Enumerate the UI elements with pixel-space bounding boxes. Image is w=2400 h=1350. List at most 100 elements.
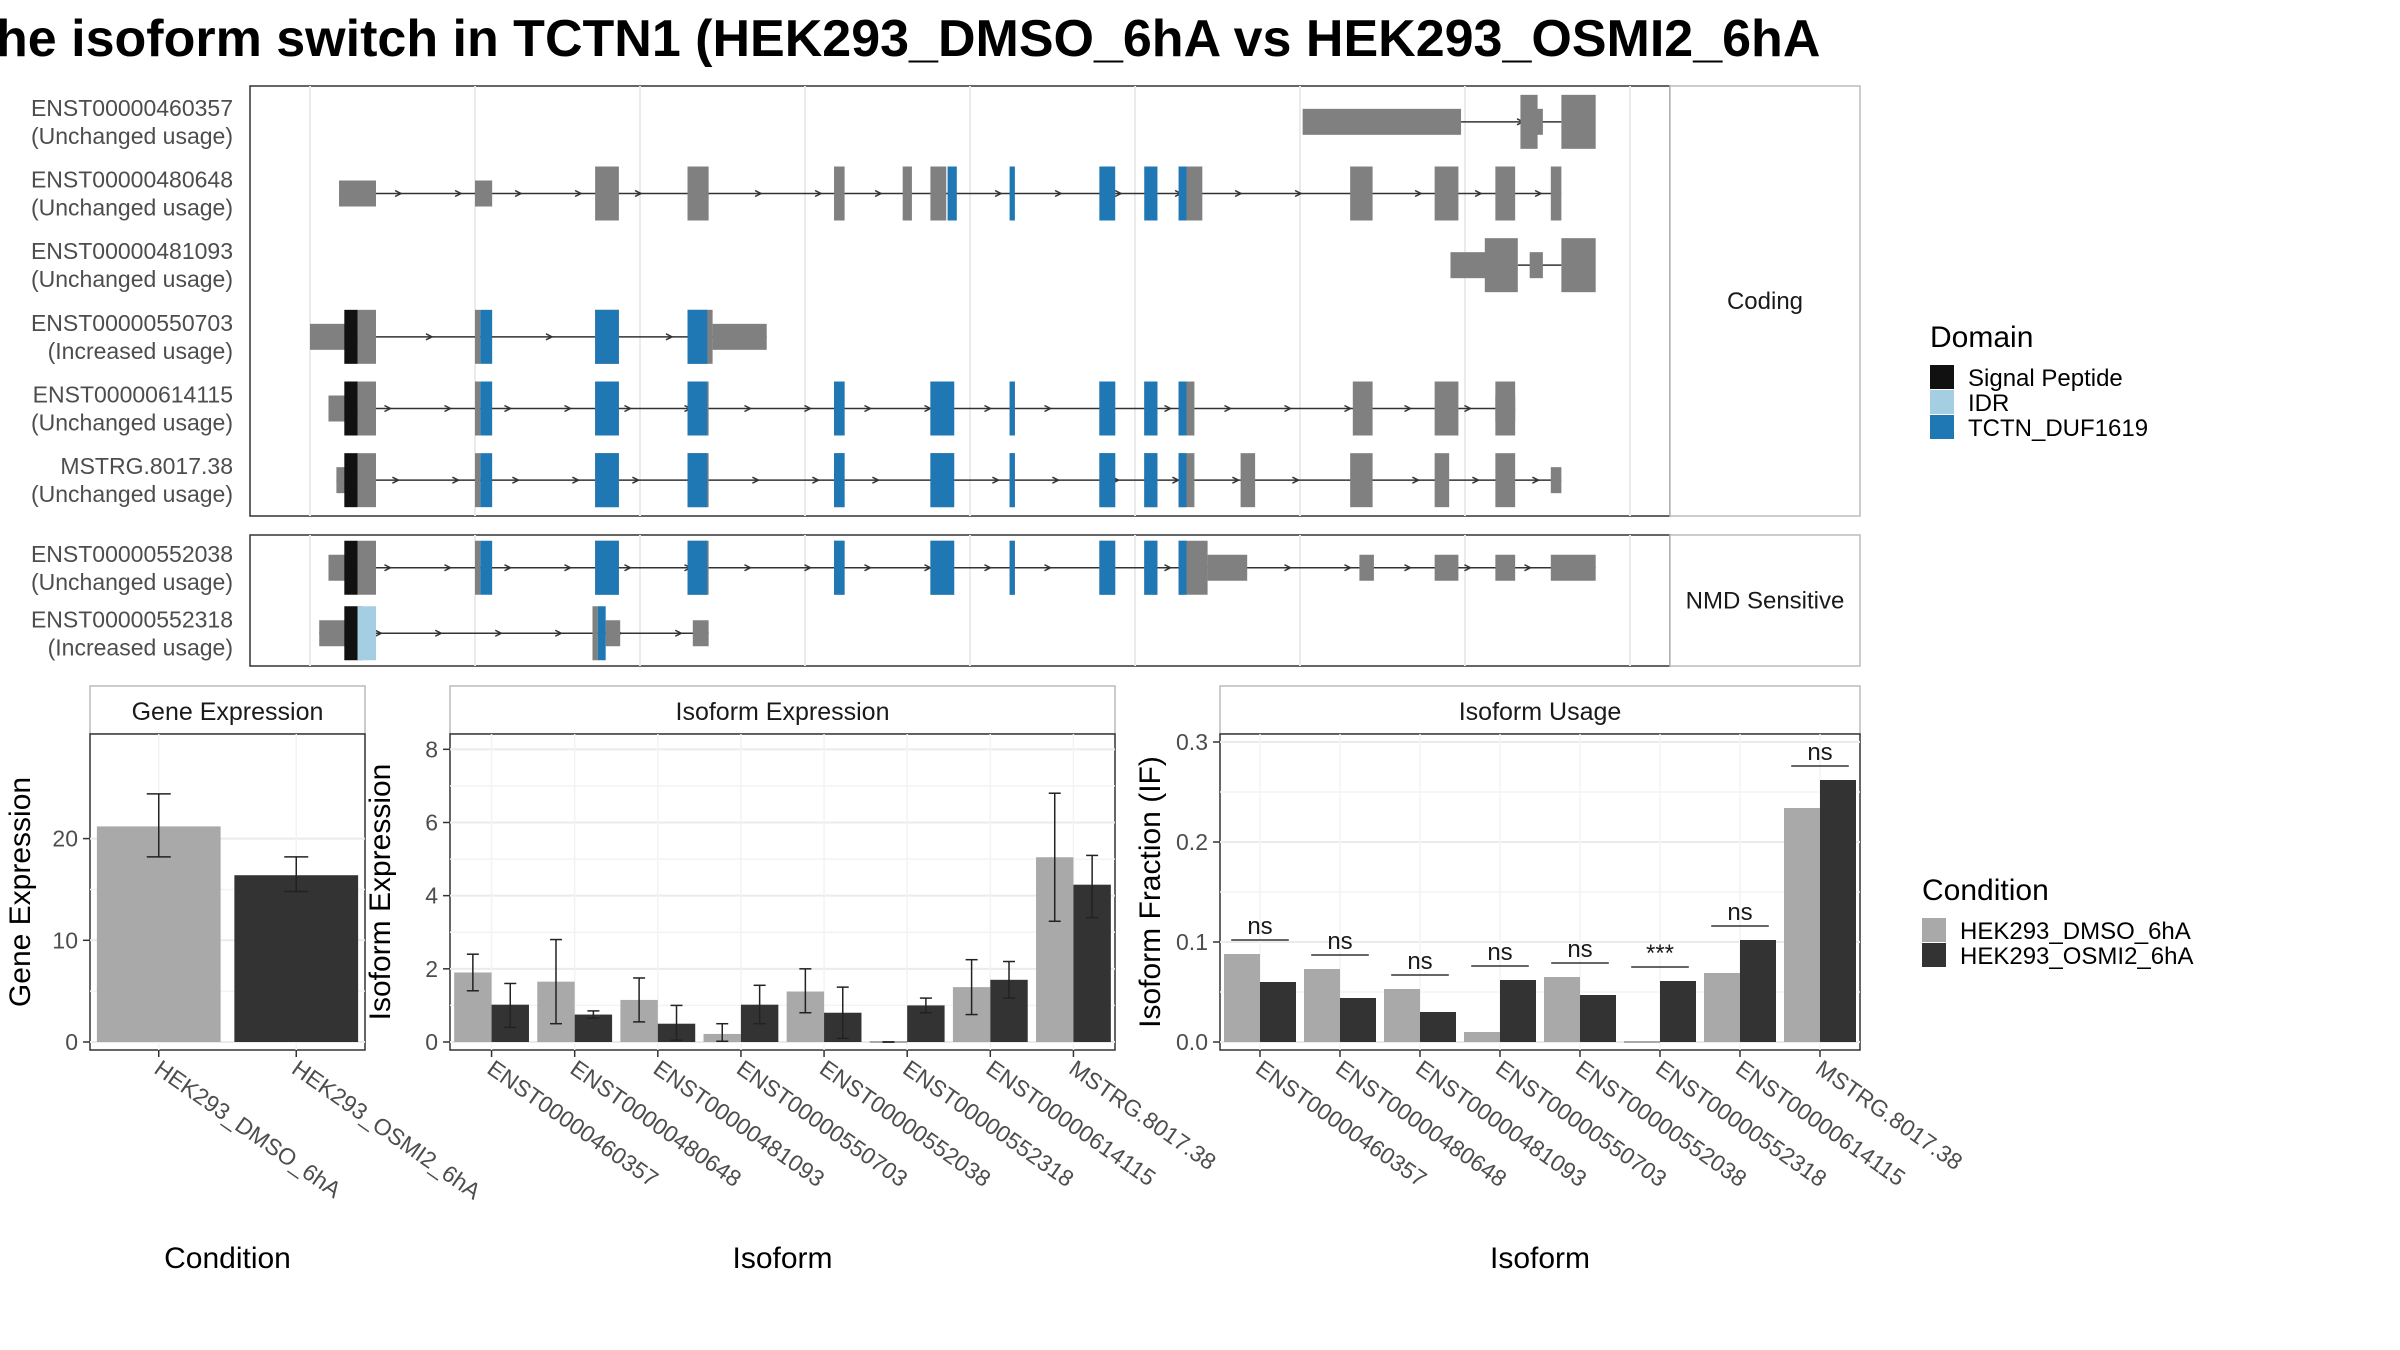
coding-exon (1550, 166, 1562, 221)
coding-exon (1520, 94, 1538, 149)
domain-block-tctn-duf1619 (1178, 166, 1187, 221)
utr-exon (1450, 252, 1492, 279)
transcript-usage: (Unchanged usage) (31, 410, 233, 436)
significance-label: ns (1727, 899, 1752, 926)
intron-arrow (665, 333, 674, 341)
intron-arrow (1344, 564, 1353, 572)
coding-exon (1434, 381, 1459, 436)
intron-arrow (872, 476, 881, 484)
intron-arrow (754, 189, 763, 198)
transcript-usage: (Unchanged usage) (31, 569, 233, 595)
utr-exon (339, 180, 376, 207)
intron-arrow (1224, 404, 1233, 413)
coding-exon (1240, 453, 1256, 508)
y-tick-label: 0 (65, 1029, 78, 1055)
domain-block-tctn-duf1619 (1009, 453, 1015, 508)
transcript-row: ENST00000614115(Unchanged usage) (31, 381, 1516, 436)
significance-label: ns (1807, 739, 1832, 766)
utr-exon (1529, 252, 1543, 279)
intron-arrow (444, 564, 453, 572)
coding-exon (902, 166, 912, 221)
bar (1304, 969, 1340, 1042)
intron-arrow (425, 333, 434, 341)
intron-arrow (1404, 404, 1413, 413)
domain-block-tctn-duf1619 (687, 309, 708, 364)
domain-block-tctn-duf1619 (1099, 381, 1116, 436)
intron-arrow (384, 564, 393, 572)
chart-title: Isoform Usage (1459, 698, 1622, 726)
utr-exon (1207, 554, 1248, 581)
y-tick-label: 20 (52, 826, 78, 852)
coding-exon (475, 540, 481, 595)
bar (1784, 808, 1820, 1042)
intron-arrow (752, 476, 761, 484)
coding-exon (595, 166, 619, 221)
bar (234, 875, 359, 1042)
intron-arrow (452, 476, 461, 484)
domain-block-tctn-duf1619 (834, 381, 845, 436)
utr-exon (310, 323, 347, 350)
bar (1660, 981, 1696, 1042)
y-axis-title: Isoform Fraction (IF) (1134, 756, 1167, 1028)
utr-exon (1495, 554, 1516, 581)
x-axis-title: Isoform (1490, 1242, 1590, 1275)
domain-block-tctn-duf1619 (930, 381, 955, 436)
intron-arrow (804, 404, 813, 413)
transcript-row: MSTRG.8017.38(Unchanged usage) (31, 453, 1562, 508)
intron-arrow (634, 189, 643, 198)
panel-frame (249, 534, 1671, 667)
domain-block-tctn-duf1619 (834, 453, 845, 508)
bar (96, 826, 221, 1042)
transcript-usage: (Unchanged usage) (31, 123, 233, 149)
intron-arrow (545, 333, 554, 341)
y-axis-title: Gene Expression (4, 777, 37, 1007)
utr-exon (1302, 108, 1462, 135)
bar (1340, 998, 1376, 1042)
utr-exon (605, 620, 621, 647)
utr-exon (692, 620, 709, 647)
coding-exon (1561, 94, 1596, 149)
coding-exon (1561, 238, 1596, 293)
intron-arrow (1172, 476, 1181, 484)
significance-label: ns (1487, 939, 1512, 966)
intron-arrow (632, 476, 641, 484)
domain-block-tctn-duf1619 (1009, 166, 1015, 221)
domain-block-idr (357, 606, 376, 661)
utr-exon (712, 323, 767, 350)
transcript-usage: (Increased usage) (48, 338, 233, 364)
intron-arrow (994, 189, 1003, 198)
domain-block-tctn-duf1619 (1144, 453, 1158, 508)
y-axis-title: Isoform Expression (364, 764, 397, 1021)
intron-arrow (984, 564, 993, 572)
bar (1420, 1012, 1456, 1042)
coding-exon (1352, 381, 1373, 436)
coding-exon (357, 309, 376, 364)
intron-arrow (804, 564, 813, 572)
domain-block-tctn-duf1619 (1144, 540, 1158, 595)
intron-arrow (564, 564, 573, 572)
facet-strip (1669, 85, 1861, 517)
intron-arrow (1464, 404, 1473, 413)
coding-exon (1495, 381, 1516, 436)
intron-arrow (674, 629, 683, 637)
significance-label: ns (1327, 928, 1352, 955)
domain-block-tctn-duf1619 (1178, 381, 1187, 436)
transcript-name: MSTRG.8017.38 (60, 453, 233, 479)
intron-arrow (504, 564, 513, 572)
significance-label: ns (1407, 948, 1432, 975)
intron-arrow (494, 629, 503, 637)
intron-arrow (454, 189, 463, 198)
transcript-row: ENST00000552318(Increased usage) (31, 606, 709, 661)
intron-arrow (392, 476, 401, 484)
bar (1740, 940, 1776, 1042)
y-tick-label: 2 (425, 956, 438, 982)
utr-exon (475, 180, 493, 207)
transcript-name: ENST00000460357 (31, 95, 233, 121)
coding-exon (592, 606, 598, 661)
chart-0: Gene Expression01020HEK293_DMSO_6hAHEK29… (4, 685, 486, 1275)
legend-swatch (1930, 415, 1954, 439)
bar (1580, 995, 1616, 1042)
significance-label: ns (1247, 913, 1272, 940)
intron-arrow (814, 189, 823, 198)
